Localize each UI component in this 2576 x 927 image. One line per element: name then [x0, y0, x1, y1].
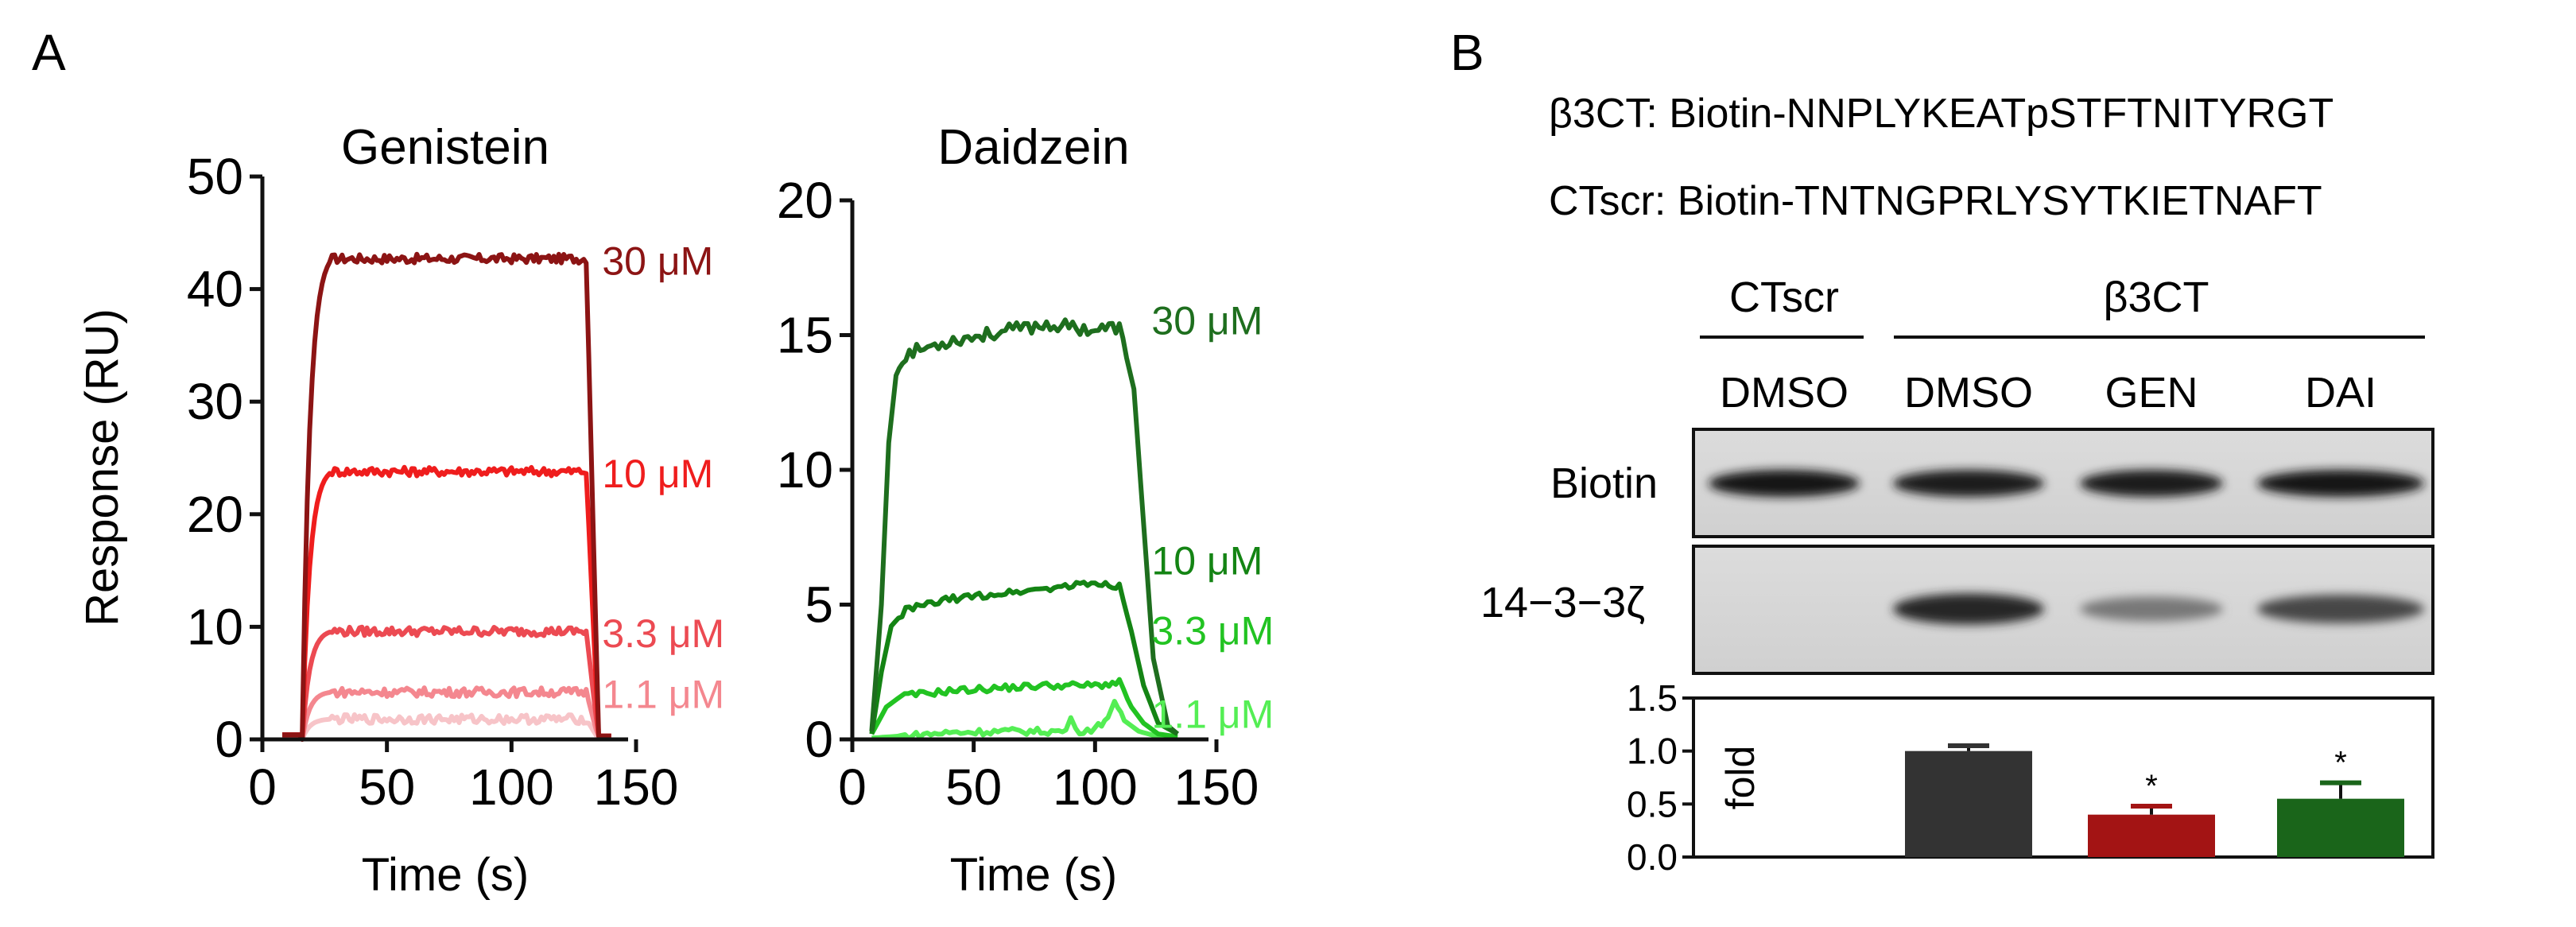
band-1433z [1893, 593, 2044, 625]
genistein-series-label: 1.1 μM [602, 673, 724, 717]
genistein-xtick-label: 50 [359, 758, 415, 816]
bar-chart-frame [1692, 696, 2434, 859]
daidzein-ytick-label: 10 [777, 441, 833, 498]
daidzein-xtick-label: 50 [945, 758, 1002, 816]
bar-ytick-label: 0.5 [1627, 783, 1678, 824]
group-label-ctscr: CTscr [1729, 273, 1839, 321]
genistein-curve-2 [282, 624, 611, 742]
significance-star: * [2334, 746, 2347, 781]
daidzein-series-label: 10 μM [1151, 538, 1263, 583]
lane-label-1: DMSO [1720, 369, 1849, 417]
bar-1 [1905, 751, 2032, 857]
bar-2 [2088, 814, 2215, 857]
daidzein-curve-3 [871, 699, 1178, 741]
band-biotin [2257, 470, 2424, 497]
lane-label-4: DAI [2305, 369, 2376, 417]
bar-ytick-label: 1.5 [1627, 677, 1678, 719]
genistein-ytick-label: 30 [187, 373, 243, 430]
lane-label-2: DMSO [1904, 369, 2033, 417]
lane-label-3: GEN [2105, 369, 2198, 417]
genistein-series-label: 30 μM [602, 239, 713, 283]
blot-row-label-1433z: 14−3−3ζ [1480, 579, 1645, 626]
panel-letter-b: B [1450, 24, 1484, 81]
band-biotin [1893, 470, 2044, 497]
daidzein-curve-2 [869, 677, 1178, 739]
genistein-curve-4 [282, 712, 611, 742]
bar-ytick-label: 0.0 [1627, 836, 1678, 878]
genistein-curve-1 [282, 464, 611, 742]
sequence-ctscr: CTscr: Biotin-TNTNGPRLYSYTKIETNAFT [1549, 178, 2322, 224]
group-label-b3ct: β3CT [2103, 273, 2209, 321]
genistein-ytick-label: 10 [187, 598, 243, 655]
panel-letter-a: A [32, 24, 66, 81]
bar-3 [2277, 798, 2404, 857]
daidzein-xtick-label: 100 [1053, 758, 1138, 816]
genistein-ytick-label: 0 [215, 711, 243, 768]
genistein-xtick-label: 150 [594, 758, 679, 816]
daidzein-curve-1 [869, 580, 1179, 736]
genistein-ytick-label: 50 [187, 148, 243, 205]
genistein-curve-3 [282, 685, 611, 742]
band-1433z [2257, 595, 2424, 623]
genistein-xtick-label: 100 [469, 758, 554, 816]
daidzein-xlabel: Time (s) [950, 849, 1117, 901]
genistein-xlabel: Time (s) [362, 849, 529, 901]
genistein-ytick-label: 20 [187, 486, 243, 543]
genistein-chart: Genistein Response (RU) Time (s) 0 10 20 30… [76, 120, 724, 901]
daidzein-ytick-label: 15 [777, 307, 833, 364]
daidzein-xtick-label: 150 [1174, 758, 1259, 816]
genistein-title: Genistein [341, 120, 549, 175]
genistein-ytick-label: 40 [187, 261, 243, 318]
daidzein-series-label: 30 μM [1151, 299, 1263, 343]
band-biotin [1709, 470, 1860, 497]
band-1433z [2080, 596, 2223, 622]
daidzein-ytick-label: 0 [805, 711, 833, 768]
daidzein-curve-0 [869, 317, 1180, 736]
genistein-series-label: 3.3 μM [602, 611, 724, 656]
genistein-ylabel: Response (RU) [76, 308, 128, 626]
daidzein-ytick-label: 20 [777, 172, 833, 229]
band-biotin [2080, 470, 2223, 497]
genistein-xtick-label: 0 [248, 758, 277, 816]
daidzein-series-label: 1.1 μM [1151, 692, 1274, 737]
daidzein-ytick-label: 5 [805, 576, 833, 634]
sequence-b3ct: β3CT: Biotin-NNPLYKEATpSTFTNITYRGT [1549, 91, 2334, 137]
daidzein-series-label: 3.3 μM [1151, 609, 1274, 654]
bar-ytick-label: 1.0 [1627, 731, 1678, 772]
quantification-chart: fold 0.0 0.5 1.0 1.5 * * [1627, 677, 2434, 878]
blot-row-label-biotin: Biotin [1550, 460, 1658, 507]
bar-chart-ylabel: fold [1718, 746, 1763, 810]
significance-star: * [2145, 769, 2158, 804]
genistein-series-label: 10 μM [602, 452, 713, 496]
daidzein-title: Daidzein [937, 120, 1129, 175]
genistein-curve-0 [282, 251, 611, 742]
daidzein-chart: Daidzein Time (s) 0 5 10 15 20 0 50 100 150 1.1 … [777, 120, 1274, 901]
daidzein-xtick-label: 0 [838, 758, 867, 816]
